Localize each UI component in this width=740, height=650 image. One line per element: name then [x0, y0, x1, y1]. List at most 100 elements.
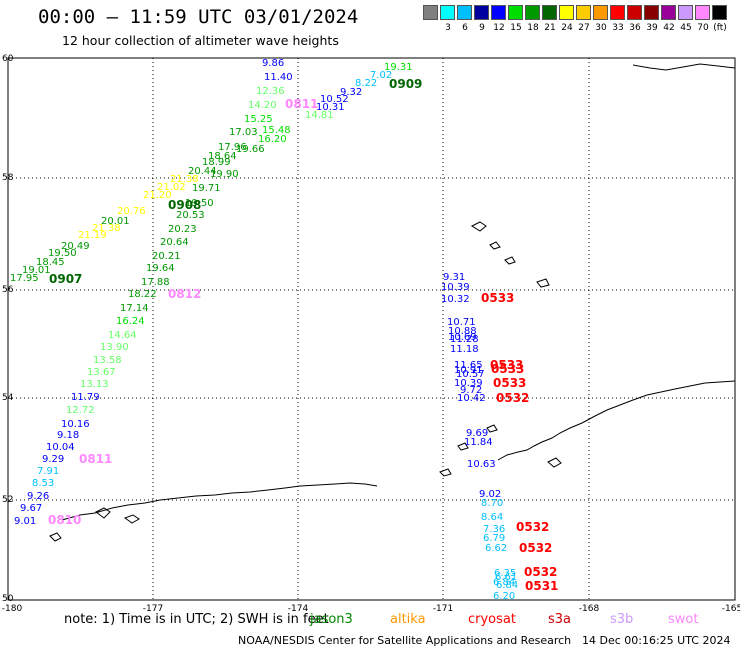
wave-value: 19.90 — [210, 169, 239, 180]
wave-value: 10.91 — [454, 365, 483, 376]
wave-value: 9.26 — [27, 491, 49, 502]
lat-label: 56 — [2, 285, 14, 295]
wave-value: 21.19 — [78, 230, 107, 241]
pass-label: 0811 — [79, 452, 112, 466]
wave-value: 11.65 — [454, 360, 483, 371]
satellite-label: swot — [668, 612, 699, 627]
satellite-label: s3b — [610, 612, 634, 627]
chart-title: 00:00 – 11:59 UTC 03/01/2024 — [38, 6, 359, 28]
pass-label: 0532 — [524, 565, 557, 579]
wave-value: 10.63 — [467, 459, 496, 470]
wave-value: 13.67 — [87, 367, 116, 378]
coastline-segment — [497, 380, 736, 461]
coastline-segment — [504, 256, 516, 265]
wave-value: 8.70 — [481, 498, 503, 509]
wave-value: 12.72 — [66, 405, 95, 416]
pass-label: 0909 — [389, 77, 422, 91]
wave-value: 13.90 — [100, 342, 129, 353]
wave-value: 19.50 — [48, 248, 77, 259]
scale-label: 9 — [479, 23, 485, 33]
pass-label: 0533 — [481, 291, 514, 305]
coastline-segment — [123, 514, 140, 524]
wave-value: 16.24 — [116, 316, 145, 327]
coastline-segment — [536, 278, 550, 288]
wave-value: 11.84 — [464, 437, 493, 448]
wave-value: 21.20 — [143, 190, 172, 201]
scale-swatch — [423, 5, 438, 20]
wave-value: 8.64 — [481, 512, 503, 523]
wave-value: 6.84 — [493, 577, 515, 588]
wave-value: 19.71 — [192, 183, 221, 194]
wave-value: 19.31 — [384, 62, 413, 73]
wave-value: 9.18 — [57, 430, 79, 441]
scale-label: 6 — [462, 23, 468, 33]
scale-label: 21 — [544, 23, 556, 33]
scale-swatch — [457, 5, 472, 20]
wave-value: 9.69 — [466, 428, 488, 439]
wave-value: 10.39 — [441, 282, 470, 293]
pass-label: 0811 — [285, 97, 318, 111]
pass-labels-layer: 0907090809090811081208110810053305330533… — [48, 77, 558, 593]
pass-label: 0810 — [48, 513, 81, 527]
wave-value: 7.91 — [37, 466, 59, 477]
wave-value: 7.36 — [483, 524, 505, 535]
scale-label: 33 — [612, 23, 624, 33]
wave-value: 19.64 — [146, 263, 175, 274]
wave-value: 21.38 — [170, 174, 199, 185]
scale-swatch — [559, 5, 574, 20]
map-frame — [7, 57, 736, 601]
chart-subtitle: 12 hour collection of altimeter wave hei… — [62, 33, 339, 48]
coastline-segment — [457, 442, 469, 451]
coastline-segment — [632, 63, 736, 71]
scale-label: 36 — [629, 23, 641, 33]
wave-value: 9.31 — [443, 272, 465, 283]
wave-value: 10.69 — [448, 332, 477, 343]
scale-swatch — [661, 5, 676, 20]
wave-value: 11.40 — [264, 72, 293, 83]
pass-label: 0907 — [49, 272, 82, 286]
wave-value: 18.45 — [36, 257, 65, 268]
wave-value: 20.21 — [152, 251, 181, 262]
wave-value: 7.02 — [370, 70, 392, 81]
scale-label: 39 — [646, 23, 658, 33]
wave-value: 15.48 — [262, 125, 291, 136]
lon-label: -171 — [433, 604, 453, 614]
wave-value: 20.49 — [61, 241, 90, 252]
lat-label: 50 — [2, 594, 14, 604]
lat-label: 60 — [2, 54, 14, 64]
wave-value: 10.32 — [441, 294, 470, 305]
wave-value: 10.57 — [456, 369, 485, 380]
wave-value: 10.04 — [46, 442, 75, 453]
scale-swatch — [525, 5, 540, 20]
wave-value: 9.01 — [14, 516, 36, 527]
wave-value: 9.32 — [340, 87, 362, 98]
wave-value: 6.20 — [493, 591, 515, 602]
scale-swatch — [474, 5, 489, 20]
pass-label: 0908 — [168, 198, 201, 212]
wave-value: 13.13 — [80, 379, 109, 390]
axis-labels: -180 -177 -174 -171 -168 -165 60 58 56 54 52 50 — [2, 54, 740, 614]
coastline — [49, 63, 736, 542]
scale-label: 3 — [445, 23, 451, 33]
wave-value: 14.20 — [248, 100, 277, 111]
wave-value: 11.79 — [71, 392, 100, 403]
lat-label: 58 — [2, 173, 14, 183]
scale-swatch — [491, 5, 506, 20]
wave-value: 21.02 — [157, 182, 186, 193]
scale-label: 24 — [561, 23, 573, 33]
wave-value: 20.53 — [176, 210, 205, 221]
scale-swatch — [644, 5, 659, 20]
scale-label: 45 — [680, 23, 692, 33]
timestamp-text: 14 Dec 00:16:25 UTC 2024 — [582, 634, 731, 647]
scale-label: 30 — [595, 23, 607, 33]
wave-value: 17.88 — [141, 277, 170, 288]
lat-label: 54 — [2, 393, 14, 403]
coastline-segment — [61, 482, 378, 521]
wave-value: 10.31 — [316, 102, 345, 113]
lon-label: -180 — [2, 604, 23, 614]
wave-value: 10.88 — [448, 326, 477, 337]
wave-value: 15.25 — [244, 114, 273, 125]
wave-value: 14.81 — [305, 110, 334, 121]
